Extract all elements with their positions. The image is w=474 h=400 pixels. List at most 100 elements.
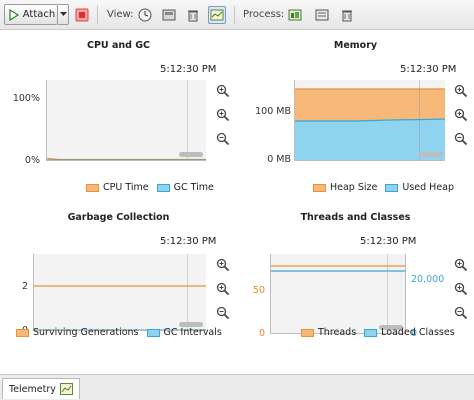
heap-dump-icon xyxy=(288,9,302,21)
memory-icon xyxy=(162,9,176,21)
used-heap-line xyxy=(295,118,445,122)
threads-ytick-50: 50 xyxy=(252,285,265,296)
zoom-in-icon[interactable] xyxy=(216,282,230,296)
legend-cpu-time: CPU Time xyxy=(86,182,149,193)
cpu-gc-legend: CPU Time GC Time xyxy=(86,182,222,193)
legend-swatch xyxy=(156,183,170,192)
legend-swatch xyxy=(385,183,399,192)
zoom-out-icon[interactable] xyxy=(454,132,468,146)
zoom-in-icon[interactable] xyxy=(216,258,230,272)
legend-swatch xyxy=(16,328,29,337)
memory-ytick-0: 0 MB xyxy=(267,154,291,165)
gc-plot[interactable] xyxy=(33,254,206,331)
view-telemetry-button[interactable] xyxy=(208,6,226,24)
time-marker xyxy=(419,80,420,160)
zoom-in-icon[interactable] xyxy=(454,84,468,98)
memory-legend: Heap Size Used Heap xyxy=(313,182,462,193)
thread-dump-icon xyxy=(315,9,329,21)
legend-swatch xyxy=(364,328,378,337)
zoom-in-icon[interactable] xyxy=(454,258,468,272)
thread-dump-button[interactable] xyxy=(313,6,331,24)
legend-swatch xyxy=(146,328,160,337)
used-heap-area xyxy=(295,119,445,160)
attach-dropdown-button[interactable] xyxy=(58,4,69,25)
cpu-gc-timestamp: 5:12:30 PM xyxy=(160,64,217,75)
view-clock-button[interactable] xyxy=(136,6,154,24)
time-marker xyxy=(187,254,188,330)
threads-classes-panel: Threads and Classes 5:12:30 PM 50 0 20,0… xyxy=(237,204,474,374)
legend-swatch xyxy=(313,183,326,192)
time-marker xyxy=(387,254,388,333)
threads-legend: Threads Loaded Classes xyxy=(301,327,463,338)
legend-loaded-classes: Loaded Classes xyxy=(364,327,455,338)
process-label: Process: xyxy=(243,9,285,20)
toolbar-separator xyxy=(97,6,98,24)
threads-classes-plot[interactable] xyxy=(270,254,406,334)
attach-label: Attach xyxy=(22,9,56,20)
telemetry-icon xyxy=(59,383,73,395)
legend-label: GC Intervals xyxy=(163,327,222,338)
chevron-down-icon xyxy=(59,12,67,16)
legend-swatch xyxy=(86,183,99,192)
tab-telemetry[interactable]: Telemetry xyxy=(2,378,80,399)
trash-icon xyxy=(188,10,198,22)
zoom-in-icon[interactable] xyxy=(454,282,468,296)
view-label: View: xyxy=(107,9,134,20)
garbage-collection-panel: Garbage Collection 5:12:30 PM 2 0 Surviv… xyxy=(0,204,237,374)
cpu-gc-title: CPU and GC xyxy=(86,40,150,51)
memory-scrollbar[interactable] xyxy=(419,152,443,157)
bottom-tab-bar: Telemetry xyxy=(0,374,474,400)
cpu-ytick-100: 100% xyxy=(12,93,40,104)
gc-timestamp: 5:12:30 PM xyxy=(160,236,217,247)
memory-title: Memory xyxy=(333,40,378,51)
cpu-gc-plot[interactable] xyxy=(46,80,206,161)
run-gc-button[interactable] xyxy=(338,6,356,24)
classes-ytick-20000: 20,000 xyxy=(411,274,445,285)
threads-ytick-0: 0 xyxy=(258,328,265,339)
memory-areas xyxy=(295,88,445,160)
zoom-in-icon[interactable] xyxy=(216,108,230,122)
legend-swatch xyxy=(301,328,314,337)
view-memory-button[interactable] xyxy=(160,6,178,24)
view-gc-button[interactable] xyxy=(184,6,202,24)
legend-label: GC Time xyxy=(173,182,214,193)
legend-label: Used Heap xyxy=(402,182,455,193)
zoom-out-icon[interactable] xyxy=(216,132,230,146)
legend-label: CPU Time xyxy=(103,182,149,193)
zoom-in-icon[interactable] xyxy=(454,108,468,122)
stop-button[interactable] xyxy=(73,6,91,24)
gc-ytick-2: 2 xyxy=(21,281,28,292)
memory-ytick-100: 100 MB xyxy=(255,106,291,117)
cpu-gc-panel: CPU and GC 5:12:30 PM 100% 0% CPU Time G… xyxy=(0,34,237,204)
heap-dump-button[interactable] xyxy=(286,6,304,24)
legend-surviving-generations: Surviving Generations xyxy=(16,327,139,338)
memory-plot[interactable] xyxy=(294,80,445,161)
memory-panel: Memory 5:12:30 PM 100 MB 0 MB Heap Size … xyxy=(237,34,474,204)
zoom-in-icon[interactable] xyxy=(216,84,230,98)
attach-button[interactable]: Attach xyxy=(4,4,58,25)
threads-timestamp: 5:12:30 PM xyxy=(360,236,417,247)
legend-label: Heap Size xyxy=(330,182,378,193)
stop-icon xyxy=(75,8,89,22)
cpu-gc-lines xyxy=(47,157,206,160)
cpu-ytick-0: 0% xyxy=(24,155,40,166)
legend-label: Loaded Classes xyxy=(381,327,455,338)
toolbar: Attach View: Process: xyxy=(0,0,474,30)
legend-label: Surviving Generations xyxy=(33,327,139,338)
threads-title: Threads and Classes xyxy=(300,212,411,223)
legend-heap-size: Heap Size xyxy=(313,182,377,193)
zoom-out-icon[interactable] xyxy=(454,306,468,320)
cpu-time-line xyxy=(47,157,206,160)
cpu-gc-scrollbar[interactable] xyxy=(179,152,203,157)
gc-legend: Surviving Generations GC Intervals xyxy=(16,327,230,338)
zoom-out-icon[interactable] xyxy=(216,306,230,320)
telemetry-icon xyxy=(210,9,224,21)
threads-scrollbar[interactable] xyxy=(379,325,403,330)
gc-icon xyxy=(342,10,352,22)
legend-gc-intervals: GC Intervals xyxy=(146,327,222,338)
legend-label: Threads xyxy=(318,327,357,338)
gc-scrollbar[interactable] xyxy=(179,322,203,327)
gc-lines xyxy=(34,285,206,330)
memory-timestamp: 5:12:30 PM xyxy=(400,64,457,75)
gc-title: Garbage Collection xyxy=(67,212,170,223)
